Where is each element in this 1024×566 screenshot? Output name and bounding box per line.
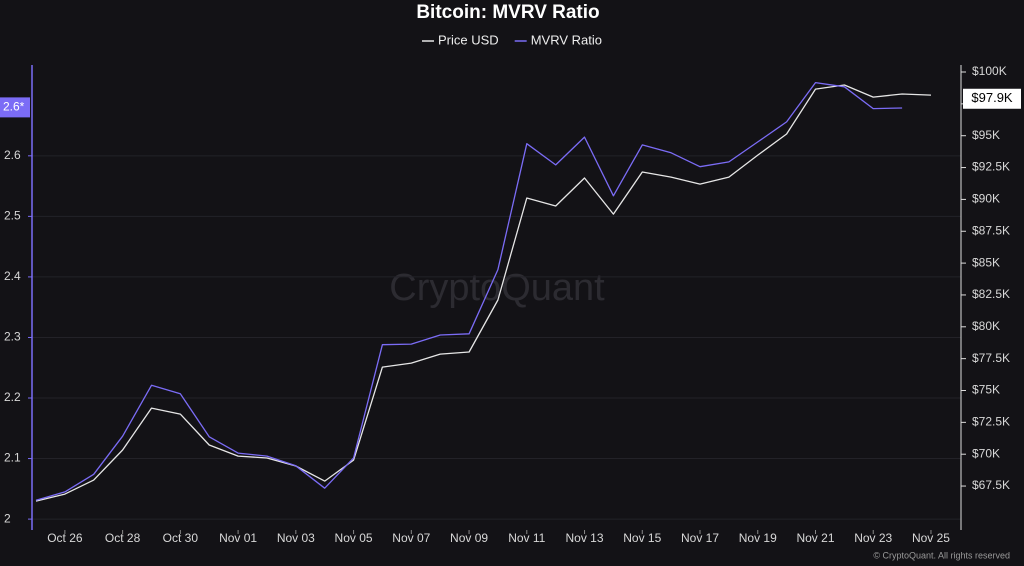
- x-tick-label: Nov 19: [739, 531, 777, 545]
- y2-tick-label: $77.5K: [972, 351, 1010, 365]
- y2-tick-label: $92.5K: [972, 160, 1010, 174]
- y-tick-label: 2.2: [4, 390, 21, 404]
- legend-label: MVRV Ratio: [531, 32, 602, 47]
- y2-tick-label: $70K: [972, 446, 1000, 460]
- y2-tick-label: $85K: [972, 255, 1000, 269]
- y2-tick-label: $75K: [972, 383, 1000, 397]
- y-tick-label: 2.4: [4, 269, 21, 283]
- x-tick-label: Nov 11: [508, 531, 545, 545]
- y2-tick-label: $67.5K: [972, 478, 1010, 492]
- chart-title: Bitcoin: MVRV Ratio: [416, 2, 599, 23]
- y-tick-label: 2: [4, 511, 11, 525]
- current-value-label: $97.9K: [971, 90, 1013, 105]
- current-value-box: [0, 97, 30, 118]
- y-tick-label: 2.6: [4, 148, 21, 162]
- x-tick-label: Nov 07: [392, 531, 430, 545]
- watermark: CryptoQuant: [389, 267, 605, 309]
- x-tick-label: Nov 09: [450, 531, 488, 545]
- x-tick-label: Nov 15: [623, 531, 661, 545]
- x-tick-label: Nov 03: [277, 531, 315, 545]
- legend-label: Price USD: [438, 32, 499, 47]
- x-tick-label: Nov 13: [566, 531, 604, 545]
- y2-tick-label: $80K: [972, 319, 1000, 333]
- x-tick-label: Nov 17: [681, 531, 719, 545]
- series-line: [35, 84, 932, 502]
- current-value-box: [963, 88, 1021, 109]
- x-tick-label: Nov 05: [335, 531, 373, 545]
- y-tick-label: 2.1: [4, 451, 21, 465]
- x-tick-label: Nov 21: [796, 531, 834, 545]
- y2-tick-label: $90K: [972, 192, 1000, 206]
- y-tick-label: 2.3: [4, 330, 21, 344]
- current-value-label: 2.6*: [3, 100, 25, 114]
- series-line: [35, 81, 903, 501]
- x-tick-label: Oct 30: [163, 531, 199, 545]
- y2-tick-label: $87.5K: [972, 223, 1010, 237]
- y2-tick-label: $82.5K: [972, 287, 1010, 301]
- y2-tick-label: $72.5K: [972, 415, 1010, 429]
- footer: © CryptoQuant. All rights reserved: [873, 550, 1010, 560]
- y-tick-label: 2.5: [4, 209, 21, 223]
- x-tick-label: Nov 23: [854, 531, 892, 545]
- x-tick-label: Nov 25: [912, 531, 950, 545]
- y2-tick-label: $100K: [972, 64, 1007, 78]
- x-tick-label: Oct 26: [47, 531, 83, 545]
- x-tick-label: Oct 28: [105, 531, 141, 545]
- x-tick-label: Nov 01: [219, 531, 257, 545]
- y2-tick-label: $95K: [972, 128, 1000, 142]
